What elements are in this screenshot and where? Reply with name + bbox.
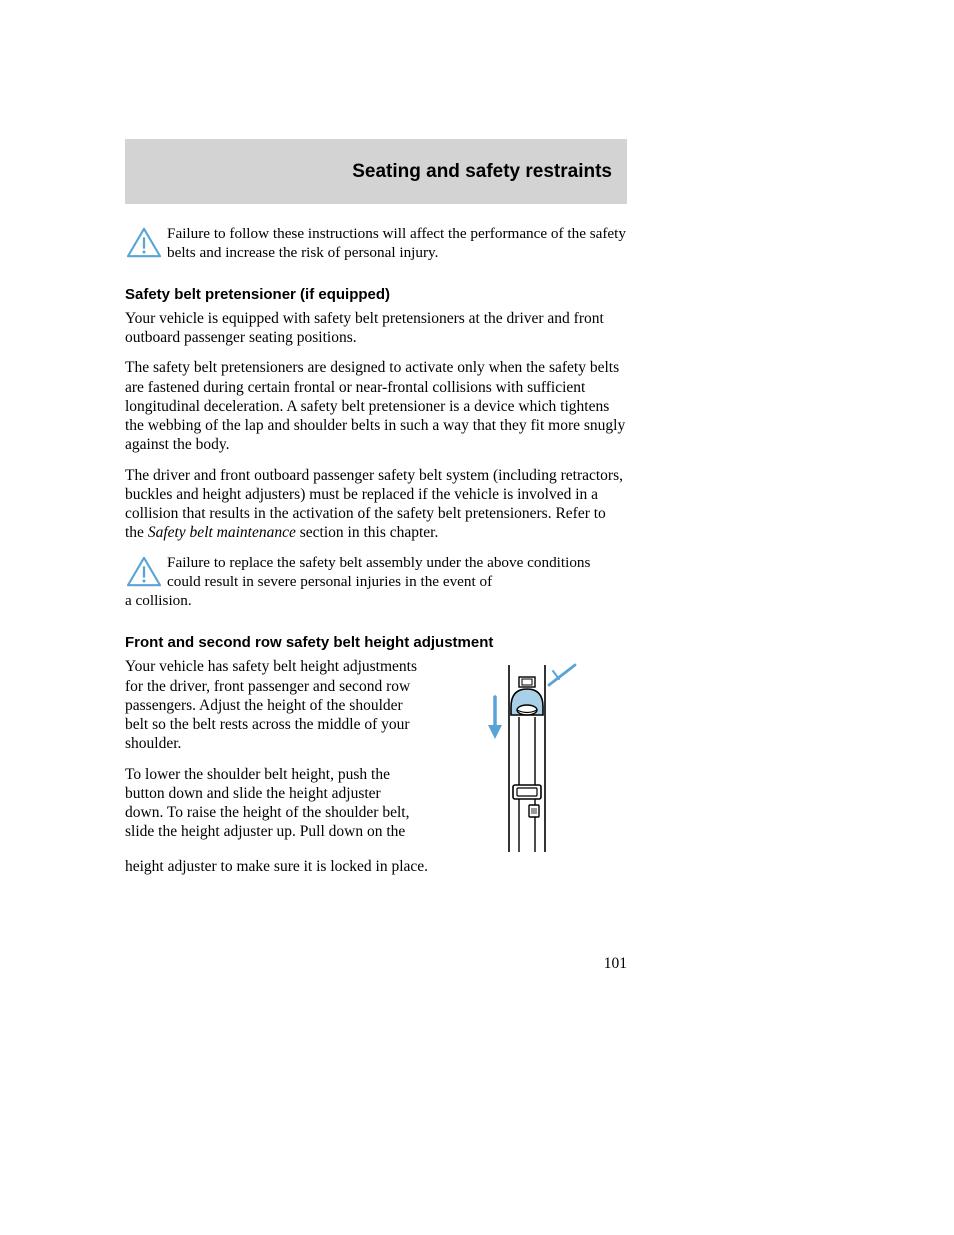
para-height-2b: height adjuster to make sure it is locke… [125,857,627,876]
text-column: Your vehicle has safety belt height adju… [125,657,417,857]
para3-after: section in this chapter. [296,524,438,541]
para-pretensioner-3: The driver and front outboard passenger … [125,466,627,543]
para-pretensioner-1: Your vehicle is equipped with safety bel… [125,309,627,347]
page-header: Seating and safety restraints [125,139,627,204]
page-header-title: Seating and safety restraints [352,161,612,183]
diagram-column [427,657,627,857]
para-height-2a: To lower the shoulder belt height, push … [125,765,417,842]
page-content: Failure to follow these instructions wil… [125,224,627,888]
warning-block-1: Failure to follow these instructions wil… [125,224,627,262]
warning-triangle-icon [125,226,163,260]
warning-triangle-icon [125,555,163,589]
page-number: 101 [125,955,627,973]
para3-italic: Safety belt maintenance [148,524,296,541]
para-height-1: Your vehicle has safety belt height adju… [125,657,417,753]
section-heading-pretensioner: Safety belt pretensioner (if equipped) [125,286,627,303]
warning-block-2: Failure to replace the safety belt assem… [125,553,627,610]
warning-text-2a: Failure to replace the safety belt assem… [167,553,627,591]
para-pretensioner-2: The safety belt pretensioners are design… [125,358,627,454]
warning-text-1: Failure to follow these instructions wil… [167,224,627,262]
two-column-layout: Your vehicle has safety belt height adju… [125,657,627,857]
warning-text-2b: a collision. [125,591,627,610]
section-heading-height-adjust: Front and second row safety belt height … [125,634,627,651]
belt-height-diagram [447,657,607,857]
